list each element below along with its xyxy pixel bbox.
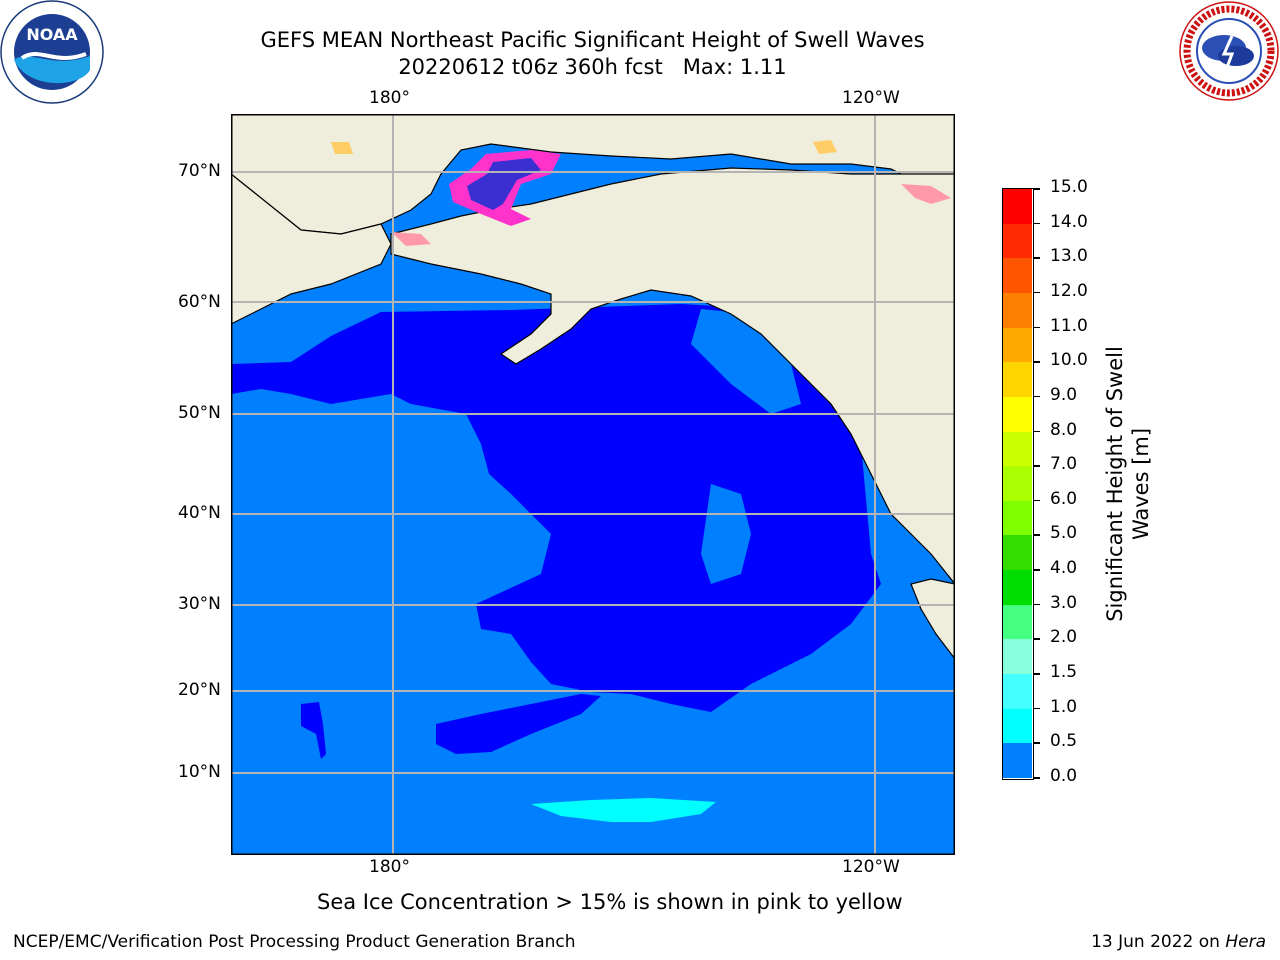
land-alaska-mainland xyxy=(390,167,956,586)
colorbar-tick xyxy=(1034,257,1040,259)
map-plot xyxy=(230,113,956,855)
colorbar-label: 8.0 xyxy=(1050,419,1078,440)
graticule xyxy=(231,114,955,855)
colorbar-tick xyxy=(1034,569,1040,571)
colorbar-swatch xyxy=(1003,223,1032,259)
colorbar-label: 15.0 xyxy=(1050,177,1088,197)
colorbar-swatch xyxy=(1003,258,1032,294)
colorbar-tick xyxy=(1034,777,1040,779)
colorbar-swatch xyxy=(1003,396,1032,433)
colorbar-label: 4.0 xyxy=(1050,558,1078,579)
colorbar-title: Significant Height of Swell Waves [m] xyxy=(1102,346,1154,622)
colorbar-swatch xyxy=(1003,708,1032,744)
colorbar-label: 1.5 xyxy=(1050,662,1078,683)
colorbar-swatch xyxy=(1003,604,1032,640)
colorbar-tick xyxy=(1034,188,1040,190)
svg-text:NOAA: NOAA xyxy=(26,25,78,44)
colorbar-labels: 15.0 14.0 13.0 12.0 11.0 10.0 9.0 8.0 7.0 6.0 5.0 4… xyxy=(1034,177,1110,786)
lat-label-10n: 10°N xyxy=(178,762,221,782)
colorbar-swatch xyxy=(1003,466,1032,502)
swell-mid-inner-patch xyxy=(701,484,751,584)
colorbar-label: 13.0 xyxy=(1050,246,1088,267)
swell-low-south-patch xyxy=(436,694,601,754)
sea-ice-caption: Sea Ice Concentration > 15% is shown in … xyxy=(317,890,903,914)
colorbar-tick xyxy=(1034,222,1040,225)
colorbar-tick xyxy=(1034,395,1040,398)
lon-label-top-120w: 120°W xyxy=(842,88,900,108)
colorbar-tick xyxy=(1034,430,1040,433)
colorbar-label: 14.0 xyxy=(1050,211,1088,232)
colorbar-swatch xyxy=(1003,535,1032,571)
colorbar-swatch xyxy=(1003,639,1032,675)
colorbar-label: 1.0 xyxy=(1050,696,1078,717)
colorbar-tick xyxy=(1034,499,1040,502)
colorbar-label: 5.0 xyxy=(1050,523,1078,544)
colorbar-tick xyxy=(1034,291,1040,294)
lon-label-top-180: 180° xyxy=(369,88,410,108)
footer-date: 13 Jun 2022 on Hera xyxy=(1091,932,1266,952)
colorbar-swatch xyxy=(1003,500,1032,536)
lon-label-bottom-180: 180° xyxy=(369,857,410,877)
colorbar-label: 12.0 xyxy=(1050,280,1088,301)
colorbar-tick xyxy=(1034,326,1040,329)
lat-label-50n: 50°N xyxy=(178,403,221,423)
colorbar-tick xyxy=(1034,707,1040,710)
colorbar-swatch xyxy=(1003,292,1032,329)
colorbar-swatch xyxy=(1003,327,1032,363)
lon-label-bottom-120w: 120°W xyxy=(842,857,900,877)
lat-label-60n: 60°N xyxy=(178,292,221,312)
colorbar-tick xyxy=(1034,742,1040,744)
colorbar-label: 0.0 xyxy=(1050,766,1078,786)
footer-date-text: 13 Jun 2022 on xyxy=(1091,932,1220,952)
colorbar-label: 10.0 xyxy=(1050,350,1088,371)
lat-label-40n: 40°N xyxy=(178,503,221,523)
colorbar-tick xyxy=(1034,673,1040,675)
colorbar-label: 0.5 xyxy=(1050,731,1078,752)
footer-host: Hera xyxy=(1225,932,1266,952)
swell-mid-alaska-patch xyxy=(691,309,801,414)
swell-low-region xyxy=(231,304,881,712)
colorbar-label: 7.0 xyxy=(1050,454,1078,475)
colorbar-title-line2: Waves [m] xyxy=(1129,427,1153,541)
lat-label-70n: 70°N xyxy=(178,161,221,181)
colorbar-tick xyxy=(1034,638,1040,640)
colorbar-swatch xyxy=(1003,674,1032,710)
colorbar-swatch xyxy=(1003,362,1032,398)
map-frame xyxy=(230,113,956,855)
colorbar-swatch xyxy=(1003,570,1032,606)
colorbar-label: 2.0 xyxy=(1050,627,1078,648)
colorbar-tick xyxy=(1034,361,1040,363)
colorbar-title-line1: Significant Height of Swell xyxy=(1103,346,1127,622)
lat-label-30n: 30°N xyxy=(178,594,221,614)
colorbar-label: 11.0 xyxy=(1050,315,1088,336)
colorbar-tick xyxy=(1034,603,1040,606)
colorbar-swatch xyxy=(1003,189,1032,225)
chart-title-line2: 20220612 t06z 360h fcst Max: 1.11 xyxy=(398,55,787,79)
colorbar-tick xyxy=(1034,534,1040,536)
colorbar-label: 6.0 xyxy=(1050,488,1078,509)
footer-branch: NCEP/EMC/Verification Post Processing Pr… xyxy=(13,932,576,952)
land-siberia-west xyxy=(230,172,392,325)
colorbar-swatch xyxy=(1003,743,1032,779)
colorbar-label: 3.0 xyxy=(1050,592,1078,613)
colorbar-swatch xyxy=(1003,431,1032,467)
colorbar-tick xyxy=(1034,465,1040,467)
lat-label-20n: 20°N xyxy=(178,680,221,700)
swell-low-west-patch xyxy=(301,702,326,759)
noaa-logo: NOAA xyxy=(0,0,104,104)
colorbar xyxy=(1002,188,1034,780)
nws-logo xyxy=(1178,0,1280,102)
swell-high-patch xyxy=(531,798,716,822)
colorbar-label: 9.0 xyxy=(1050,384,1078,405)
chart-title-line1: GEFS MEAN Northeast Pacific Significant … xyxy=(260,28,925,52)
map-border xyxy=(231,114,955,855)
